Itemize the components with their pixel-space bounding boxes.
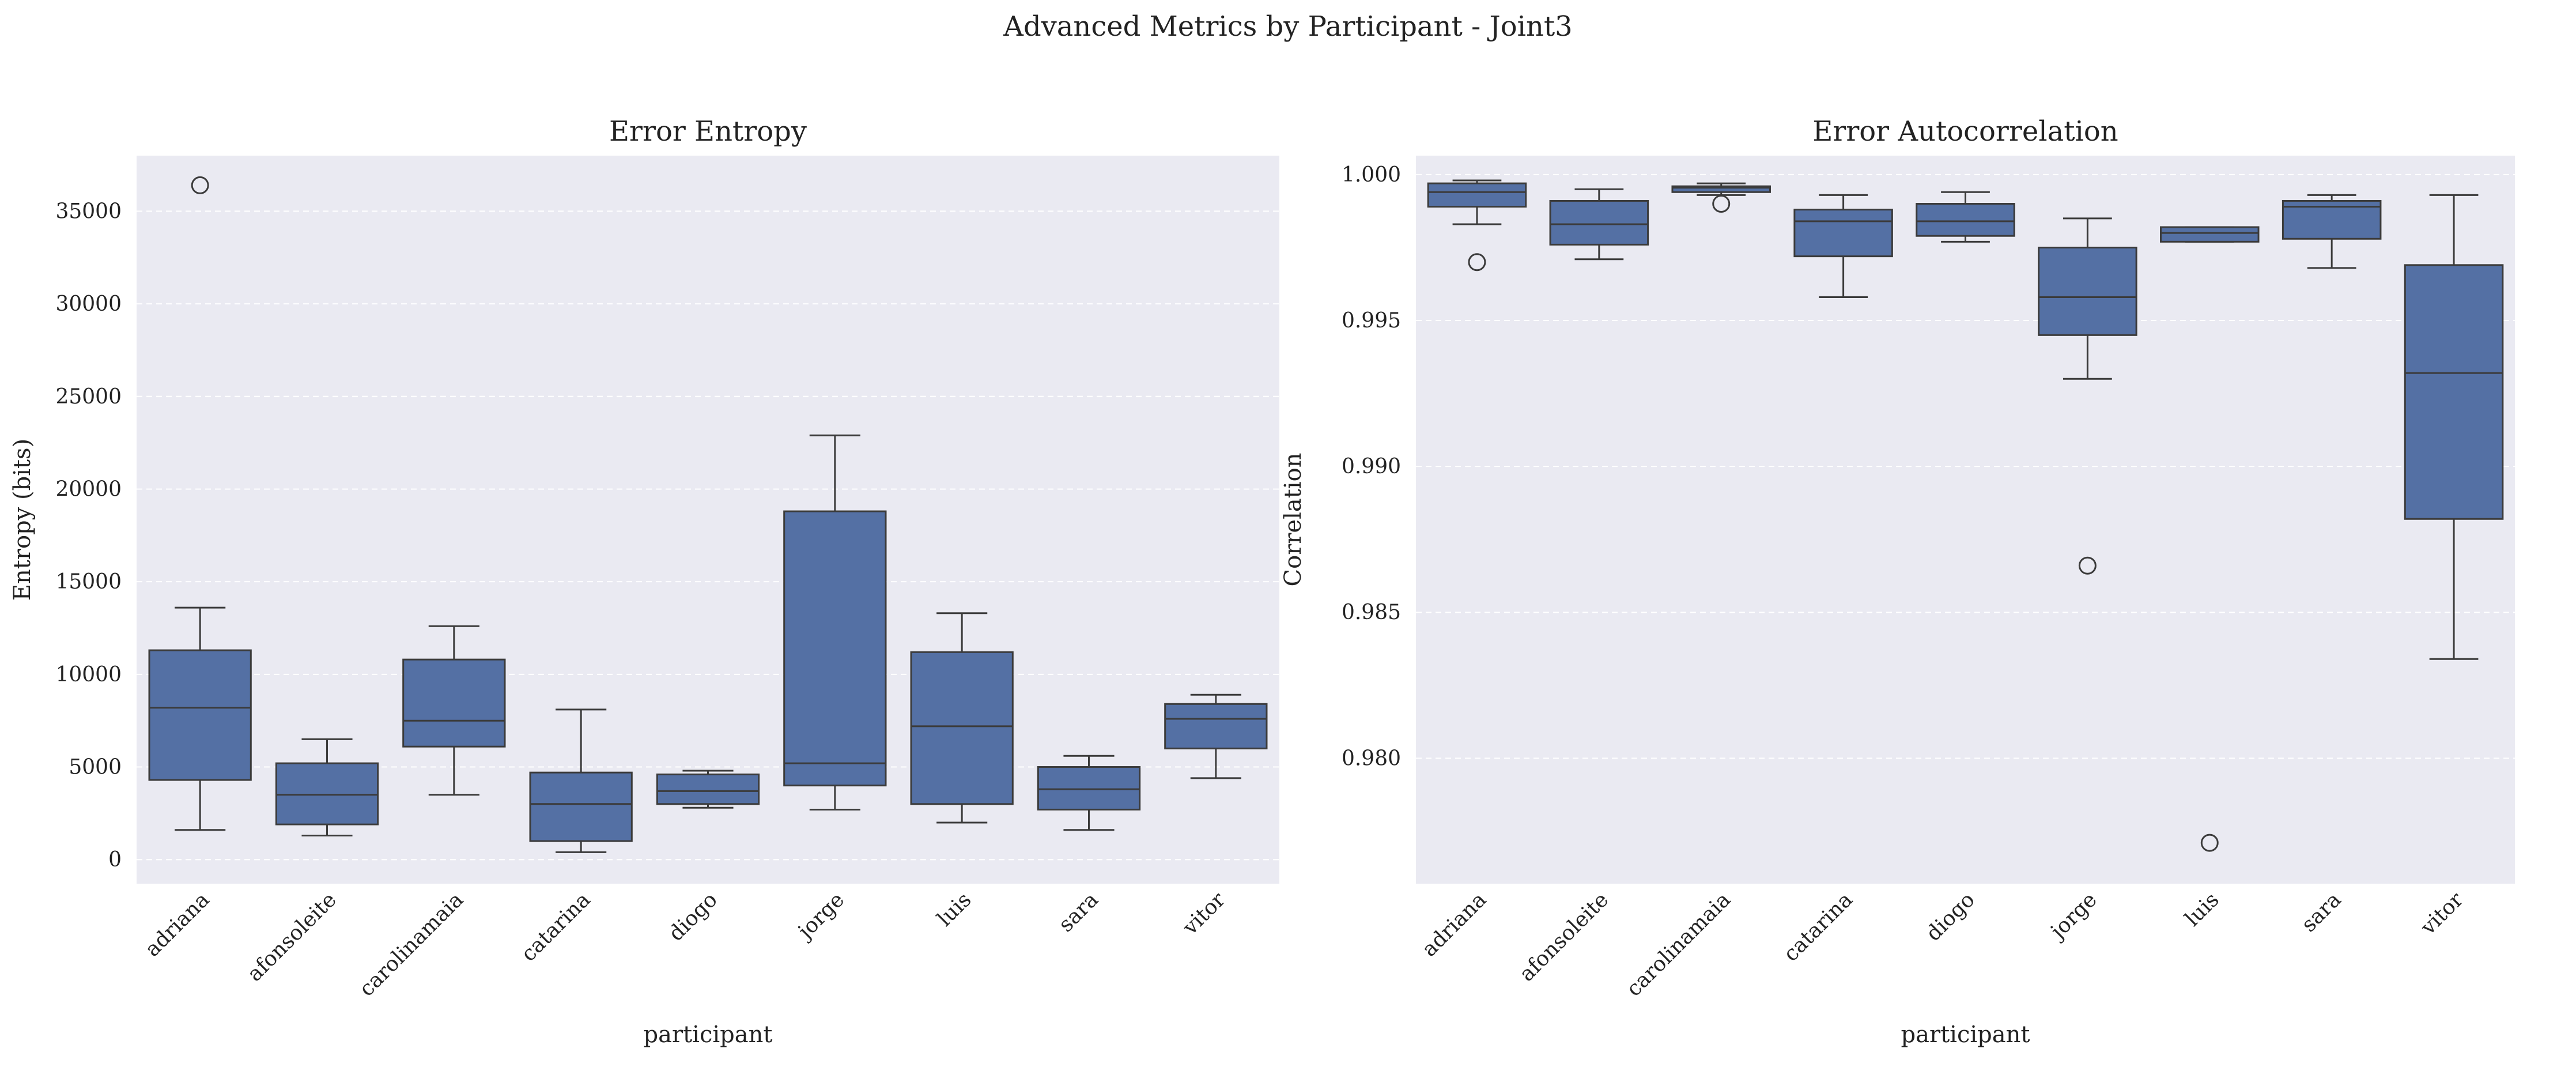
box-iqr xyxy=(2038,246,2137,336)
box-adriana xyxy=(1427,179,1527,272)
panel-1: 0 5000 10000 15000 20000 25000 30000 35000 adria… xyxy=(9,115,1279,1048)
box-luis xyxy=(2160,226,2260,852)
plot-area xyxy=(1416,156,2515,884)
box-afonsoleite xyxy=(275,738,379,836)
box-iqr xyxy=(656,773,760,805)
x-tick-label: catarina xyxy=(517,888,595,966)
y-tick-label: 0.980 xyxy=(1342,746,1401,770)
outlier-point xyxy=(1712,195,1731,213)
box-diogo xyxy=(1916,191,2015,243)
outlier-point xyxy=(2078,556,2097,575)
box-iqr xyxy=(1549,199,1649,246)
box-iqr xyxy=(783,510,887,787)
x-tick-label: luis xyxy=(933,888,976,931)
box-iqr xyxy=(1037,766,1141,810)
outlier-point xyxy=(2200,834,2219,852)
y-tick-label: 35000 xyxy=(55,199,122,223)
box-iqr xyxy=(1427,182,1527,208)
box-iqr xyxy=(1671,185,1771,193)
panel-title: Error Entropy xyxy=(609,115,807,148)
x-tick-label: adriana xyxy=(1418,888,1491,962)
box-iqr xyxy=(2160,226,2260,243)
x-tick-label: carolinamaia xyxy=(1622,888,1735,1001)
x-tick-label: afonsoleite xyxy=(243,888,341,986)
x-tick-label: adriana xyxy=(141,888,214,962)
box-iqr xyxy=(2404,264,2504,520)
x-tick-label: sara xyxy=(2297,888,2346,937)
y-tick-label: 0 xyxy=(108,848,122,872)
box-carolinamaia xyxy=(402,625,506,796)
y-tick-label: 1.000 xyxy=(1342,163,1401,187)
box-diogo xyxy=(656,770,760,809)
y-axis-label: Correlation xyxy=(1280,453,1306,587)
x-tick-label: vitor xyxy=(2416,888,2468,940)
x-tick-label: carolinamaia xyxy=(355,888,468,1001)
y-tick-label: 30000 xyxy=(55,292,122,316)
y-tick-label: 25000 xyxy=(55,385,122,409)
box-sara xyxy=(1037,755,1141,831)
y-tick-label: 0.995 xyxy=(1342,309,1401,333)
box-luis xyxy=(910,612,1014,824)
x-tick-label: jorge xyxy=(792,888,849,945)
figure-title: Advanced Metrics by Participant - Joint3 xyxy=(1003,10,1573,43)
x-tick-label: afonsoleite xyxy=(1515,888,1613,986)
y-tick-label: 20000 xyxy=(55,477,122,501)
box-jorge xyxy=(2038,217,2137,575)
x-tick-label: jorge xyxy=(2045,888,2102,945)
x-tick-label: sara xyxy=(1054,888,1103,937)
x-tick-label: vitor xyxy=(1178,888,1230,940)
box-vitor xyxy=(1164,693,1268,779)
box-iqr xyxy=(529,771,633,842)
box-afonsoleite xyxy=(1549,188,1649,261)
x-tick-label: catarina xyxy=(1779,888,1857,966)
box-iqr xyxy=(1916,203,2015,237)
x-axis-label: participant xyxy=(644,1021,773,1048)
x-axis-label: participant xyxy=(1901,1021,2030,1048)
box-iqr xyxy=(1793,209,1893,258)
panel-2: 0.980 0.985 0.990 0.995 1.000 adriana afonsole… xyxy=(1280,115,2515,1048)
box-sara xyxy=(2282,194,2382,269)
box-vitor xyxy=(2404,194,2504,660)
box-catarina xyxy=(1793,194,1893,299)
outlier-point xyxy=(191,176,209,194)
box-iqr xyxy=(275,762,379,825)
box-iqr xyxy=(910,651,1014,805)
y-tick-label: 0.990 xyxy=(1342,455,1401,478)
y-tick-label: 5000 xyxy=(69,756,122,779)
x-tick-label: diogo xyxy=(1921,888,1979,945)
box-adriana xyxy=(148,176,252,831)
box-carolinamaia xyxy=(1671,182,1771,213)
panel-title: Error Autocorrelation xyxy=(1812,115,2118,148)
box-jorge xyxy=(783,434,887,810)
x-tick-label: luis xyxy=(2181,888,2224,931)
box-catarina xyxy=(529,708,633,853)
y-tick-label: 15000 xyxy=(55,570,122,594)
x-tick-label: diogo xyxy=(664,888,722,945)
outlier-point xyxy=(1468,253,1486,272)
y-tick-label: 10000 xyxy=(55,663,122,687)
box-iqr xyxy=(148,649,252,781)
box-iqr xyxy=(402,658,506,748)
y-tick-label: 0.985 xyxy=(1342,601,1401,624)
y-axis-label: Entropy (bits) xyxy=(9,439,36,601)
box-iqr xyxy=(1164,703,1268,749)
